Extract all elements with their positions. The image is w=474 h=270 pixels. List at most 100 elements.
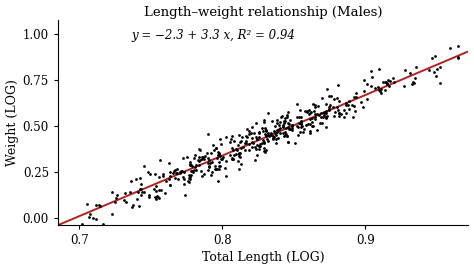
- Point: [253, 137, 261, 141]
- Point: [360, 77, 368, 82]
- Point: [308, 124, 316, 129]
- Point: [279, 123, 287, 127]
- Point: [322, 115, 329, 119]
- Point: [210, 148, 218, 152]
- Point: [198, 154, 206, 159]
- Point: [200, 155, 207, 160]
- Point: [201, 154, 209, 158]
- Point: [252, 157, 259, 162]
- Point: [425, 68, 433, 72]
- Point: [270, 136, 277, 141]
- Point: [252, 135, 259, 139]
- Point: [259, 138, 267, 143]
- Point: [215, 164, 223, 168]
- Point: [264, 139, 272, 143]
- Point: [228, 157, 235, 161]
- Point: [270, 135, 277, 139]
- Point: [297, 120, 305, 125]
- Point: [253, 153, 261, 157]
- Point: [166, 183, 174, 187]
- Point: [275, 123, 283, 127]
- Point: [216, 137, 224, 141]
- Point: [152, 197, 159, 201]
- Point: [195, 159, 202, 163]
- Point: [137, 182, 145, 186]
- Point: [310, 124, 317, 128]
- Point: [140, 164, 148, 168]
- Point: [185, 180, 192, 184]
- Point: [334, 105, 341, 109]
- Point: [377, 87, 384, 91]
- Point: [251, 145, 259, 150]
- Point: [325, 104, 333, 109]
- Point: [232, 147, 240, 151]
- Point: [307, 129, 314, 133]
- Point: [245, 132, 253, 136]
- Point: [203, 151, 210, 156]
- Point: [281, 116, 289, 120]
- Point: [304, 122, 311, 127]
- Point: [323, 108, 330, 113]
- Point: [390, 76, 397, 80]
- Point: [195, 155, 203, 159]
- Point: [280, 134, 288, 139]
- Point: [235, 151, 243, 156]
- Point: [436, 65, 444, 69]
- Point: [280, 119, 288, 123]
- Point: [327, 94, 334, 98]
- Point: [323, 87, 330, 91]
- Point: [408, 82, 416, 86]
- Point: [166, 183, 173, 187]
- Point: [296, 130, 304, 134]
- Point: [274, 136, 282, 140]
- Point: [340, 114, 347, 119]
- Point: [267, 133, 275, 138]
- Point: [334, 108, 342, 112]
- Point: [428, 56, 436, 60]
- Point: [319, 96, 326, 100]
- Point: [335, 114, 342, 119]
- Point: [337, 112, 345, 116]
- Point: [204, 160, 212, 165]
- Point: [412, 65, 419, 69]
- Point: [330, 114, 338, 118]
- Point: [262, 150, 269, 154]
- Point: [234, 147, 241, 152]
- Point: [286, 117, 294, 122]
- Point: [260, 140, 268, 145]
- Point: [254, 137, 261, 141]
- Point: [122, 200, 130, 204]
- Point: [100, 222, 107, 226]
- Point: [302, 123, 310, 127]
- Point: [185, 173, 192, 177]
- Point: [270, 129, 277, 133]
- Point: [211, 163, 219, 168]
- Point: [367, 69, 374, 73]
- Point: [171, 168, 178, 173]
- Point: [227, 153, 234, 157]
- Point: [377, 91, 384, 95]
- Point: [305, 112, 313, 116]
- Point: [246, 129, 253, 134]
- Point: [298, 122, 305, 126]
- Point: [221, 166, 229, 170]
- Point: [222, 174, 229, 178]
- Point: [284, 125, 292, 129]
- Point: [236, 155, 244, 159]
- Point: [285, 127, 292, 131]
- Point: [226, 140, 234, 144]
- Point: [190, 170, 197, 174]
- Point: [306, 122, 314, 126]
- Point: [283, 114, 290, 119]
- Point: [155, 175, 163, 180]
- Point: [326, 107, 333, 112]
- Point: [156, 157, 164, 162]
- Point: [229, 156, 237, 161]
- Point: [255, 131, 263, 136]
- Point: [284, 140, 292, 145]
- Point: [284, 140, 292, 144]
- Point: [85, 215, 93, 219]
- Point: [314, 104, 321, 108]
- Point: [333, 96, 341, 100]
- Point: [258, 141, 266, 146]
